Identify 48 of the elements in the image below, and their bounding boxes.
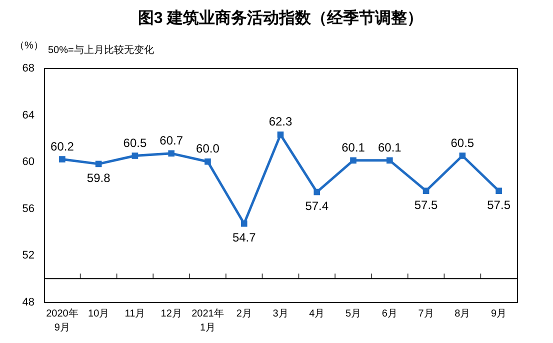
point	[350, 157, 356, 164]
data-label: 60.5	[450, 136, 474, 150]
x-tick-label: 7月	[418, 308, 434, 320]
y-tick-label: 56	[22, 202, 34, 215]
y-tick-label: 48	[22, 296, 34, 308]
data-label: 59.8	[86, 170, 111, 185]
x-tick-label: 4月	[309, 308, 325, 320]
y-tick-label: 52	[22, 250, 34, 262]
point	[386, 157, 393, 164]
point	[204, 158, 211, 165]
x-tick-label: 9月	[491, 308, 507, 320]
x-tick-label: 10月	[88, 308, 110, 320]
data-label: 57.5	[487, 198, 511, 212]
x-tick-label: 2月	[236, 308, 252, 320]
data-label: 54.7	[232, 230, 256, 245]
data-label: 60.7	[160, 133, 184, 148]
point	[459, 152, 466, 159]
x-tick-label: 11月	[124, 308, 146, 320]
y-tick-label: 68	[22, 62, 34, 74]
x-tick-label: 12月	[160, 308, 182, 320]
y-axis-title: （%）	[14, 40, 44, 52]
chart-title: 图3 建筑业商务活动指数（经季节调整）	[138, 9, 424, 27]
data-label: 57.4	[305, 199, 329, 214]
x-tick-label: 6月	[382, 308, 398, 320]
data-label: 60.5	[123, 136, 147, 150]
point	[422, 188, 430, 194]
point	[132, 152, 138, 159]
data-label: 62.3	[268, 114, 292, 129]
x-tick-label: 2021年 1月	[192, 308, 224, 334]
data-label: 60.1	[378, 140, 402, 154]
text: 50%=与上月比较无变化	[48, 44, 154, 56]
x-tick-label: 2020年 9月	[46, 308, 78, 334]
point	[168, 150, 175, 157]
point	[59, 156, 66, 162]
data-label: 60.1	[342, 140, 366, 154]
point	[277, 132, 284, 138]
data-label: 60.0	[196, 142, 220, 156]
y-tick-label: 64	[22, 109, 34, 122]
point	[95, 160, 102, 168]
point	[314, 188, 320, 196]
data-label: 60.2	[50, 139, 74, 154]
point	[496, 188, 502, 194]
data-label: 57.5	[414, 198, 438, 212]
x-tick-label: 8月	[454, 308, 470, 320]
x-tick-label: 5月	[345, 308, 362, 320]
y-tick-label: 60	[22, 156, 34, 168]
x-tick-label: 3月	[272, 308, 288, 320]
point	[240, 220, 248, 227]
